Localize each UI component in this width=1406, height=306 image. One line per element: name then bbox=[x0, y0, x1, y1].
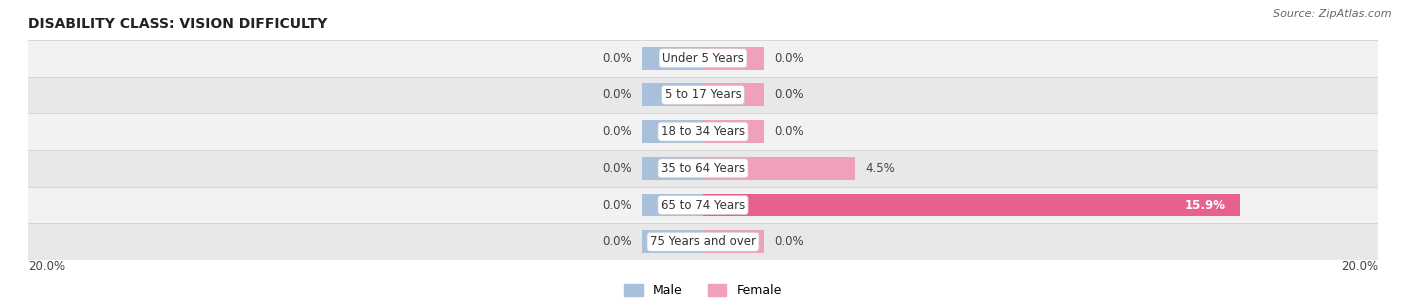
Text: 35 to 64 Years: 35 to 64 Years bbox=[661, 162, 745, 175]
Bar bbox=[643, 157, 703, 180]
Bar bbox=[703, 120, 763, 143]
Text: Under 5 Years: Under 5 Years bbox=[662, 52, 744, 65]
Text: 18 to 34 Years: 18 to 34 Years bbox=[661, 125, 745, 138]
Text: 0.0%: 0.0% bbox=[603, 88, 633, 101]
Text: 0.0%: 0.0% bbox=[773, 88, 803, 101]
Bar bbox=[703, 230, 763, 253]
Bar bbox=[28, 223, 1378, 260]
Bar bbox=[643, 47, 703, 69]
Text: 0.0%: 0.0% bbox=[603, 52, 633, 65]
Bar bbox=[28, 113, 1378, 150]
Bar bbox=[28, 150, 1378, 187]
Text: 4.5%: 4.5% bbox=[865, 162, 894, 175]
Text: 0.0%: 0.0% bbox=[773, 125, 803, 138]
Bar bbox=[28, 40, 1378, 76]
Bar bbox=[28, 76, 1378, 113]
Text: 0.0%: 0.0% bbox=[603, 235, 633, 248]
Text: 20.0%: 20.0% bbox=[28, 260, 65, 273]
Text: Source: ZipAtlas.com: Source: ZipAtlas.com bbox=[1274, 9, 1392, 19]
Text: 5 to 17 Years: 5 to 17 Years bbox=[665, 88, 741, 101]
Text: 0.0%: 0.0% bbox=[603, 199, 633, 211]
Bar bbox=[703, 157, 855, 180]
Legend: Male, Female: Male, Female bbox=[619, 279, 787, 302]
Bar bbox=[643, 120, 703, 143]
Text: 0.0%: 0.0% bbox=[603, 162, 633, 175]
Bar bbox=[703, 47, 763, 69]
Text: 0.0%: 0.0% bbox=[603, 125, 633, 138]
Bar bbox=[703, 84, 763, 106]
Bar bbox=[643, 84, 703, 106]
Text: 15.9%: 15.9% bbox=[1185, 199, 1226, 211]
Bar bbox=[643, 194, 703, 216]
Text: 20.0%: 20.0% bbox=[1341, 260, 1378, 273]
Bar bbox=[643, 230, 703, 253]
Text: 75 Years and over: 75 Years and over bbox=[650, 235, 756, 248]
Text: 0.0%: 0.0% bbox=[773, 52, 803, 65]
Text: 0.0%: 0.0% bbox=[773, 235, 803, 248]
Bar bbox=[703, 194, 1240, 216]
Text: 65 to 74 Years: 65 to 74 Years bbox=[661, 199, 745, 211]
Text: DISABILITY CLASS: VISION DIFFICULTY: DISABILITY CLASS: VISION DIFFICULTY bbox=[28, 17, 328, 31]
Bar bbox=[28, 187, 1378, 223]
